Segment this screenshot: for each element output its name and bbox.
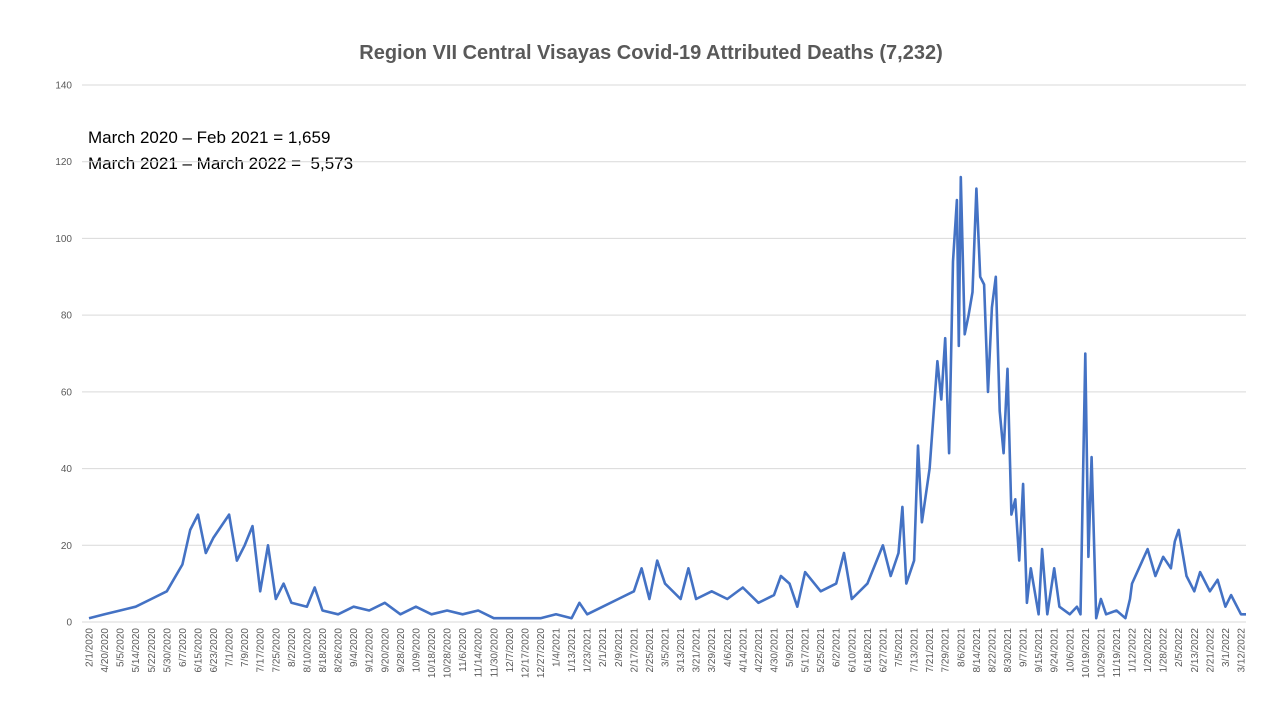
x-tick-label: 6/15/2020	[193, 628, 204, 673]
x-tick-label: 8/10/2020	[302, 628, 313, 673]
x-tick-label: 2/21/2022	[1205, 628, 1216, 673]
x-tick-label: 2/17/2021	[629, 628, 640, 673]
x-tick-label: 10/28/2020	[443, 628, 454, 678]
x-tick-label: 4/22/2021	[754, 628, 765, 673]
x-tick-label: 6/27/2021	[878, 628, 889, 673]
x-tick-label: 9/15/2021	[1034, 628, 1045, 673]
x-tick-label: 5/22/2020	[147, 628, 158, 673]
x-tick-label: 2/1/2021	[598, 628, 609, 667]
series-line	[88, 175, 1246, 620]
x-tick-label: 10/19/2021	[1081, 628, 1092, 678]
x-tick-label: 9/12/2020	[365, 628, 376, 673]
x-tick-label: 9/24/2021	[1050, 628, 1061, 673]
y-axis-ticks: 0 20 40 60 80 100 120 140	[55, 81, 72, 629]
x-tick-label: 3/29/2021	[707, 628, 718, 673]
x-tick-label: 11/14/2020	[474, 628, 485, 678]
x-tick-label: 4/30/2021	[769, 628, 780, 673]
x-tick-label: 8/22/2021	[987, 628, 998, 673]
x-tick-label: 8/2/2020	[287, 628, 298, 667]
x-tick-label: 4/14/2021	[738, 628, 749, 673]
x-tick-label: 7/13/2021	[910, 628, 921, 673]
y-tick-label: 20	[61, 541, 73, 552]
x-tick-label: 6/2/2021	[832, 628, 843, 667]
x-axis-ticks: 2/1/2020 4/20/2020 5/5/2020 5/14/2020 5/22/2…	[85, 628, 1248, 678]
x-tick-label: 5/17/2021	[801, 628, 812, 673]
x-tick-label: 3/1/2022	[1221, 628, 1232, 667]
chart-title: Region VII Central Visayas Covid-19 Attr…	[359, 42, 943, 64]
x-tick-label: 8/18/2020	[318, 628, 329, 673]
x-tick-label: 3/21/2021	[692, 628, 703, 673]
x-tick-label: 5/5/2020	[116, 628, 127, 667]
x-tick-label: 8/14/2021	[972, 628, 983, 673]
x-tick-label: 6/7/2020	[178, 628, 189, 667]
y-tick-label: 80	[61, 311, 73, 322]
x-tick-label: 7/17/2020	[256, 628, 267, 673]
x-tick-label: 2/9/2021	[614, 628, 625, 667]
x-tick-label: 1/13/2021	[567, 628, 578, 673]
x-tick-label: 10/18/2020	[427, 628, 438, 678]
y-tick-label: 120	[55, 157, 72, 168]
x-tick-label: 1/28/2022	[1159, 628, 1170, 673]
y-tick-label: 100	[55, 234, 72, 245]
x-tick-label: 7/5/2021	[894, 628, 905, 667]
x-tick-label: 11/6/2020	[458, 628, 469, 672]
x-tick-label: 8/6/2021	[956, 628, 967, 667]
x-tick-label: 9/7/2021	[1019, 628, 1030, 667]
x-tick-label: 4/6/2021	[723, 628, 734, 667]
x-tick-label: 8/30/2021	[1003, 628, 1014, 673]
x-tick-label: 7/29/2021	[941, 628, 952, 673]
x-tick-label: 2/5/2022	[1174, 628, 1185, 667]
x-tick-label: 1/4/2021	[552, 628, 563, 667]
x-tick-label: 6/10/2021	[847, 628, 858, 673]
x-tick-label: 10/6/2021	[1065, 628, 1076, 673]
x-tick-label: 1/23/2021	[583, 628, 594, 673]
x-tick-label: 7/21/2021	[925, 628, 936, 673]
y-tick-label: 0	[66, 618, 72, 629]
x-tick-label: 6/18/2021	[863, 628, 874, 673]
x-tick-label: 7/25/2020	[271, 628, 282, 673]
x-tick-label: 2/25/2021	[645, 628, 656, 673]
gridlines	[82, 84, 1246, 623]
x-tick-label: 6/23/2020	[209, 628, 220, 673]
x-tick-label: 12/27/2020	[536, 628, 547, 678]
annotation-second-period: March 2021 – March 2022 = 5,573	[88, 154, 354, 173]
x-tick-label: 1/20/2022	[1143, 628, 1154, 673]
x-tick-label: 5/30/2020	[162, 628, 173, 673]
x-tick-label: 2/1/2020	[85, 628, 96, 667]
x-tick-label: 9/20/2020	[380, 628, 391, 673]
x-tick-label: 9/4/2020	[349, 628, 360, 667]
x-tick-label: 3/12/2022	[1237, 628, 1248, 673]
x-tick-label: 7/1/2020	[225, 628, 236, 667]
x-tick-label: 9/28/2020	[396, 628, 407, 673]
x-tick-label: 5/9/2021	[785, 628, 796, 667]
x-tick-label: 12/17/2020	[520, 628, 531, 678]
y-tick-label: 60	[61, 387, 73, 398]
x-tick-label: 11/19/2021	[1112, 628, 1123, 678]
x-tick-label: 10/29/2021	[1096, 628, 1107, 678]
y-tick-label: 40	[61, 464, 73, 475]
x-tick-label: 5/14/2020	[131, 628, 142, 673]
annotation-first-period: March 2020 – Feb 2021 = 1,659	[88, 128, 331, 147]
x-tick-label: 2/13/2022	[1190, 628, 1201, 673]
x-tick-label: 3/13/2021	[676, 628, 687, 673]
x-tick-label: 10/9/2020	[411, 628, 422, 673]
x-tick-label: 3/5/2021	[661, 628, 672, 667]
x-tick-label: 5/25/2021	[816, 628, 827, 673]
x-tick-label: 11/30/2020	[489, 628, 500, 678]
x-tick-label: 12/7/2020	[505, 628, 516, 673]
x-tick-label: 1/12/2022	[1128, 628, 1139, 673]
x-tick-label: 8/26/2020	[334, 628, 345, 673]
y-tick-label: 140	[55, 81, 72, 92]
x-tick-label: 4/20/2020	[100, 628, 111, 673]
x-tick-label: 7/9/2020	[240, 628, 251, 667]
